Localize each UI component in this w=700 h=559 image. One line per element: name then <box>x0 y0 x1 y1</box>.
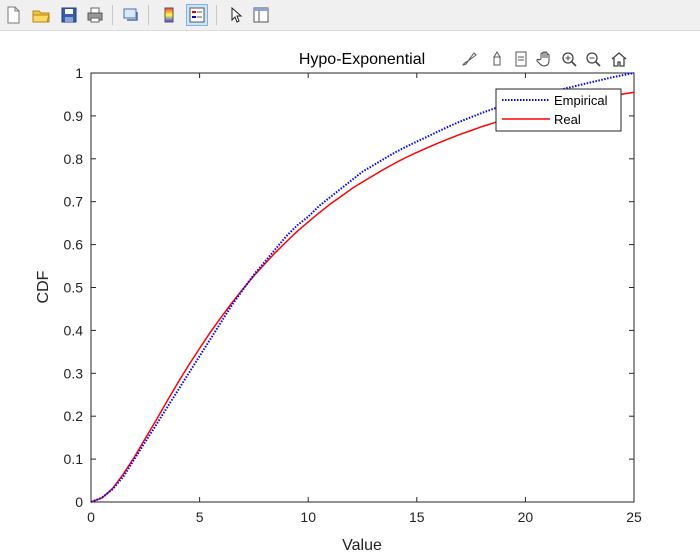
figure-canvas <box>0 31 700 559</box>
edit-plot-cursor-icon[interactable] <box>224 4 246 26</box>
property-inspector-icon[interactable] <box>250 4 272 26</box>
figure-toolbar <box>0 0 700 31</box>
zoom-in-icon[interactable] <box>558 48 580 70</box>
open-file-icon[interactable] <box>30 4 52 26</box>
export-icon[interactable] <box>510 48 532 70</box>
insert-legend-icon[interactable] <box>186 4 208 26</box>
save-figure-icon[interactable] <box>58 4 80 26</box>
print-figure-icon[interactable] <box>84 4 106 26</box>
new-figure-icon[interactable] <box>2 4 24 26</box>
toolbar-separator <box>216 5 217 25</box>
pan-hand-icon[interactable] <box>534 48 556 70</box>
zoom-out-icon[interactable] <box>582 48 604 70</box>
toolbar-separator <box>112 5 113 25</box>
brush-icon[interactable] <box>458 48 480 70</box>
data-tips-icon[interactable] <box>486 48 508 70</box>
home-icon[interactable] <box>608 48 630 70</box>
link-plot-icon[interactable] <box>120 4 142 26</box>
insert-colorbar-icon[interactable] <box>158 4 180 26</box>
toolbar-separator <box>148 5 149 25</box>
